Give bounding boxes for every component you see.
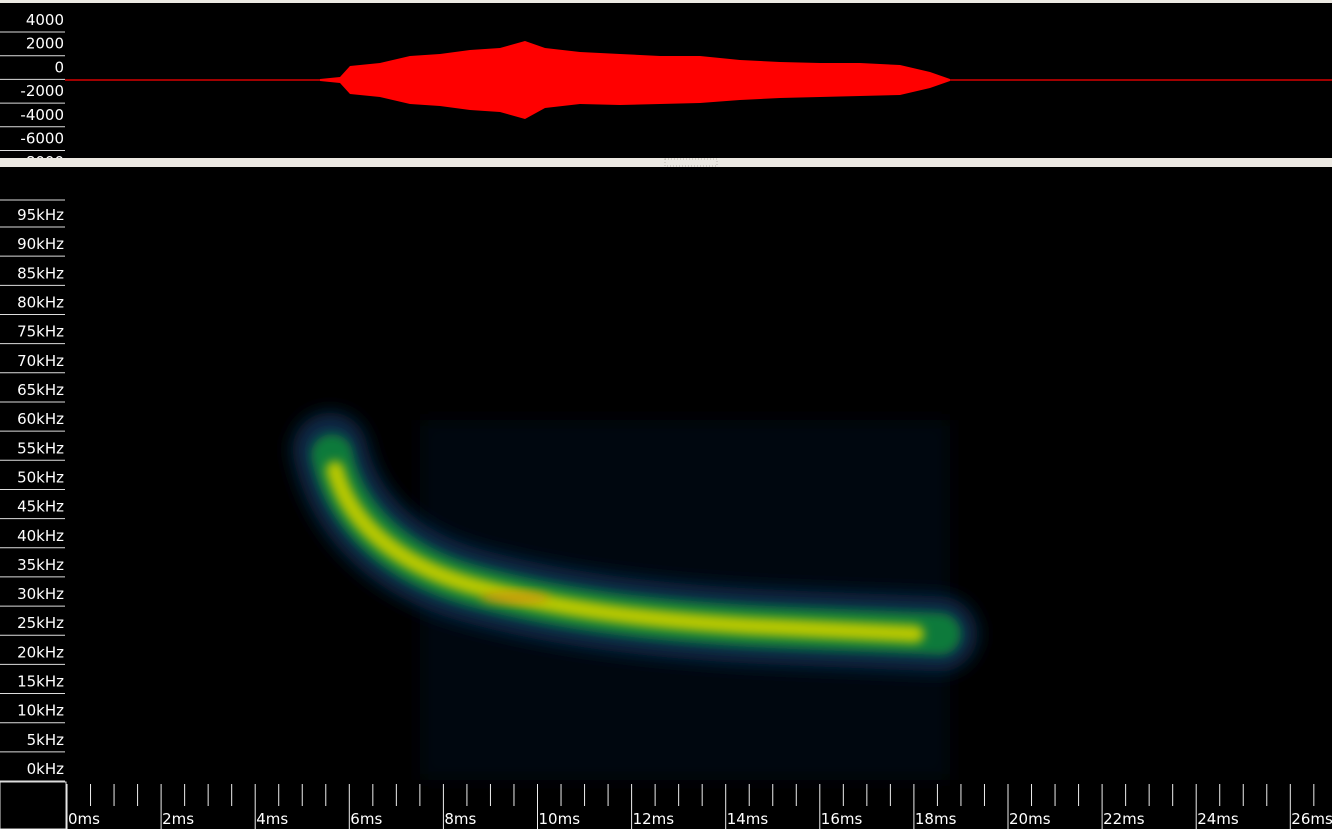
time-tick-label: 10ms <box>539 810 581 828</box>
waveform-tick-label: -4000 <box>20 106 64 124</box>
time-tick-label: 16ms <box>821 810 863 828</box>
time-tick-label: 12ms <box>633 810 675 828</box>
waveform-tick-label: 0 <box>54 58 64 76</box>
frequency-tick-label: 45kHz <box>17 498 64 516</box>
top-border <box>0 0 1332 3</box>
time-tick-label: 2ms <box>162 810 194 828</box>
corner-box <box>0 781 67 829</box>
frequency-tick-label: 25kHz <box>17 614 64 632</box>
frequency-tick-label: 70kHz <box>17 352 64 370</box>
time-tick-label: 24ms <box>1197 810 1239 828</box>
frequency-tick-label: 40kHz <box>17 527 64 545</box>
grip <box>664 158 718 167</box>
waveform-tick-label: -2000 <box>20 82 64 100</box>
waveform-panel: 4000 2000 0 -2000 -4000 -6000 -8000 <box>0 11 1332 171</box>
time-tick-label: 18ms <box>915 810 957 828</box>
time-tick-label: 22ms <box>1103 810 1145 828</box>
frequency-tick-label: 90kHz <box>17 235 64 253</box>
frequency-tick-label: 30kHz <box>17 585 64 603</box>
time-tick-label: 6ms <box>350 810 382 828</box>
frequency-tick-label: 60kHz <box>17 410 64 428</box>
frequency-tick-label: 65kHz <box>17 381 64 399</box>
time-tick-label: 20ms <box>1009 810 1051 828</box>
frequency-tick-label: 0kHz <box>27 760 65 778</box>
spectrum-core <box>326 461 924 643</box>
frequency-tick-label: 55kHz <box>17 439 64 457</box>
frequency-tick-label: 75kHz <box>17 323 64 341</box>
axes: 95kHz 90kHz 85kHz 80kHz 75kHz 70kHz 65kHz 60kHz… <box>0 199 1332 829</box>
spectrogram-image <box>292 412 978 780</box>
waveform-tick-label: -6000 <box>20 130 64 148</box>
waveform-tick-label: -8000 <box>20 153 64 171</box>
frequency-tick-label: 80kHz <box>17 293 64 311</box>
frequency-tick-label: 15kHz <box>17 673 64 691</box>
frequency-tick-label: 50kHz <box>17 468 64 486</box>
waveform-envelope <box>320 41 950 119</box>
frequency-tick-label: 85kHz <box>17 264 64 282</box>
time-tick-label: 0ms <box>68 810 100 828</box>
frequency-tick-label: 20kHz <box>17 643 64 661</box>
time-tick-label: 14ms <box>727 810 769 828</box>
time-tick-label: 4ms <box>256 810 288 828</box>
time-tick-label: 8ms <box>444 810 476 828</box>
waveform-tick-label: 2000 <box>26 35 64 53</box>
frequency-tick-label: 35kHz <box>17 556 64 574</box>
spectrum-peak <box>480 592 550 604</box>
time-tick-label: 26ms <box>1291 810 1332 828</box>
splitter[interactable] <box>0 158 1332 167</box>
frequency-tick-label: 10kHz <box>17 702 64 720</box>
waveform-tick-label: 4000 <box>26 11 64 29</box>
frequency-tick-label: 95kHz <box>17 206 64 224</box>
frequency-tick-label: 5kHz <box>27 731 65 749</box>
splitter-grip <box>664 158 718 167</box>
